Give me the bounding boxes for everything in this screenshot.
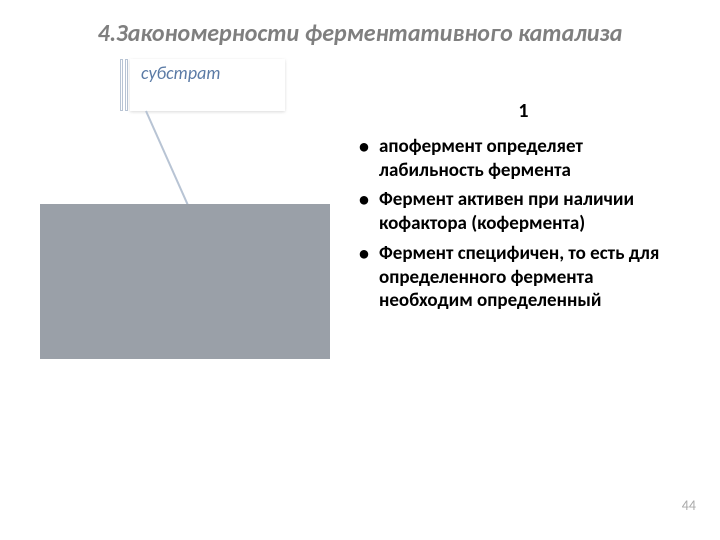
list-item: Фермент специфичен, то есть для определе… <box>357 242 690 313</box>
right-column: 1 апофермент определяет лабильность ферм… <box>327 59 690 499</box>
bullet-list: апофермент определяет лабильность фермен… <box>357 135 690 313</box>
label-connector-bars <box>120 59 130 111</box>
list-item: апофермент определяет лабильность фермен… <box>357 135 690 183</box>
slide-title: 4.Закономерности ферментативного катализ… <box>0 0 720 59</box>
content-area: субстрат <box>0 59 720 499</box>
left-column: субстрат <box>30 59 327 499</box>
enzyme-figure <box>40 204 330 359</box>
list-heading: 1 <box>357 99 690 123</box>
substrate-label-box: субстрат <box>130 59 285 111</box>
page-number: 44 <box>682 497 696 514</box>
list-item: Фермент активен при наличии кофактора (к… <box>357 188 690 236</box>
figure-background <box>40 204 330 359</box>
